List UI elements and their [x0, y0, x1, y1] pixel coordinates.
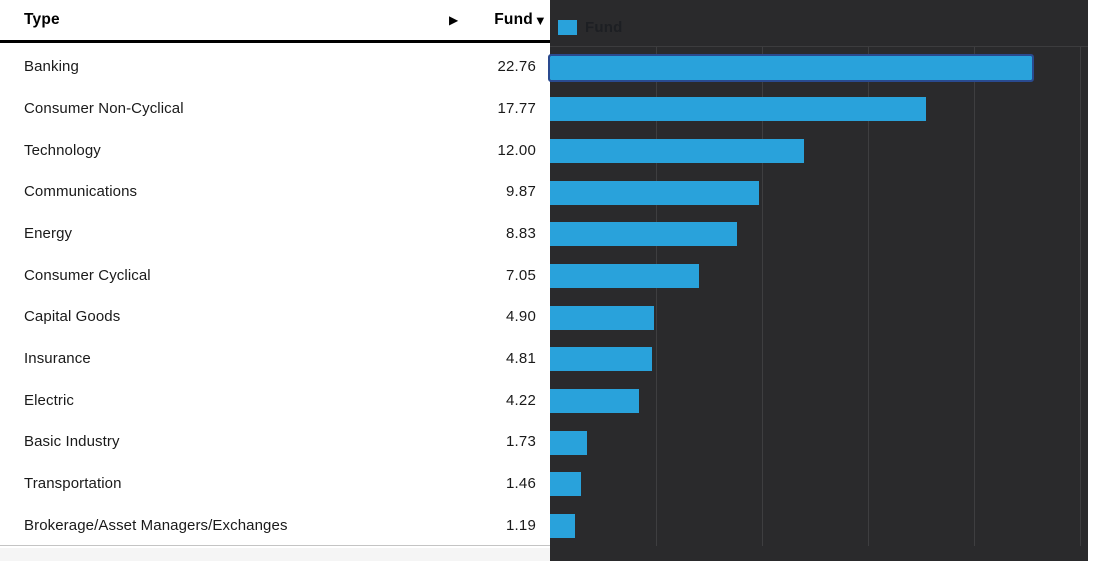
gridline-20 [973, 47, 975, 546]
fund-bar-5[interactable] [550, 264, 700, 289]
gridline-15 [867, 47, 869, 546]
row-type-label: Consumer Cyclical [24, 266, 151, 284]
fund-bar-2[interactable] [550, 139, 805, 164]
bar-slot [550, 89, 1088, 131]
expand-column-icon[interactable]: ▶ [449, 13, 459, 27]
table-row-6[interactable]: Capital Goods 4.90 [0, 296, 550, 338]
fund-bar-6[interactable] [550, 305, 654, 330]
fund-bar-11[interactable] [550, 514, 576, 539]
fund-bar-0[interactable] [547, 53, 1035, 82]
table-row-3[interactable]: Communications 9.87 [0, 171, 550, 213]
row-type-label: Basic Industry [24, 433, 120, 451]
row-type-label: Electric [24, 391, 74, 409]
fund-header-label: Fund [494, 11, 533, 28]
row-fund-value: 1.73 [506, 433, 536, 451]
row-type-label: Brokerage/Asset Managers/Exchanges [24, 516, 288, 534]
bar-slot [550, 422, 1088, 464]
row-fund-value: 4.22 [506, 391, 536, 409]
chart-legend: Fund [558, 18, 623, 36]
bar-slot [550, 297, 1088, 339]
table-row-0[interactable]: Banking 22.76 [0, 46, 550, 88]
table-rows: Banking 22.76 Consumer Non-Cyclical 17.7… [0, 46, 550, 546]
row-fund-value: 17.77 [497, 99, 536, 117]
row-type-label: Technology [24, 141, 101, 159]
row-fund-value: 4.81 [506, 349, 536, 367]
column-header-type[interactable]: Type [24, 11, 60, 28]
table-footer-strip [0, 545, 550, 561]
table-row-1[interactable]: Consumer Non-Cyclical 17.77 [0, 88, 550, 130]
sort-descending-icon: ▼ [533, 12, 547, 28]
row-type-label: Capital Goods [24, 308, 121, 326]
legend-swatch-fund[interactable] [558, 19, 577, 35]
table-row-2[interactable]: Technology 12.00 [0, 129, 550, 171]
fund-bar-4[interactable] [550, 222, 738, 247]
row-type-label: Transportation [24, 474, 122, 492]
bar-slot [550, 172, 1088, 214]
row-fund-value: 1.19 [506, 516, 536, 534]
bar-slot [550, 464, 1088, 506]
fund-bar-10[interactable] [550, 472, 581, 497]
row-fund-value: 4.90 [506, 308, 536, 326]
bar-slot [547, 47, 1088, 89]
column-header-fund[interactable]: Fund ▼ [494, 11, 547, 29]
chart-panel: Fund [547, 0, 1088, 561]
plot-area [547, 46, 1088, 547]
row-fund-value: 22.76 [497, 58, 536, 76]
row-fund-value: 9.87 [506, 183, 536, 201]
table-row-5[interactable]: Consumer Cyclical 7.05 [0, 254, 550, 296]
fund-bar-1[interactable] [550, 97, 927, 122]
row-type-label: Insurance [24, 349, 91, 367]
bar-slot [550, 339, 1088, 381]
fund-bar-8[interactable] [550, 389, 640, 414]
table-row-11[interactable]: Brokerage/Asset Managers/Exchanges 1.19 [0, 504, 550, 546]
bar-slot [550, 380, 1088, 422]
fund-bar-9[interactable] [550, 430, 587, 455]
row-type-label: Consumer Non-Cyclical [24, 99, 184, 117]
bar-slot [550, 214, 1088, 256]
table-row-10[interactable]: Transportation 1.46 [0, 463, 550, 505]
gridline-10 [761, 47, 763, 546]
allocation-table-panel: Type ▶ Fund ▼ Banking 22.76 Consumer Non-… [0, 0, 550, 561]
row-type-label: Energy [24, 224, 73, 242]
row-type-label: Banking [24, 58, 79, 76]
bar-slot [550, 130, 1088, 172]
table-row-4[interactable]: Energy 8.83 [0, 213, 550, 255]
table-row-9[interactable]: Basic Industry 1.73 [0, 421, 550, 463]
table-header: Type ▶ Fund ▼ [0, 0, 550, 43]
bar-slot [550, 255, 1088, 297]
row-type-label: Communications [24, 183, 138, 201]
table-row-7[interactable]: Insurance 4.81 [0, 338, 550, 380]
gridline-25 [1079, 47, 1081, 546]
gridline-5 [655, 47, 657, 546]
table-row-8[interactable]: Electric 4.22 [0, 379, 550, 421]
row-fund-value: 1.46 [506, 474, 536, 492]
fund-bar-3[interactable] [550, 180, 760, 205]
row-fund-value: 7.05 [506, 266, 536, 284]
legend-label-fund: Fund [585, 18, 623, 36]
row-fund-value: 8.83 [506, 224, 536, 242]
bar-slot [550, 505, 1088, 547]
fund-bar-7[interactable] [550, 347, 652, 372]
row-fund-value: 12.00 [497, 141, 536, 159]
